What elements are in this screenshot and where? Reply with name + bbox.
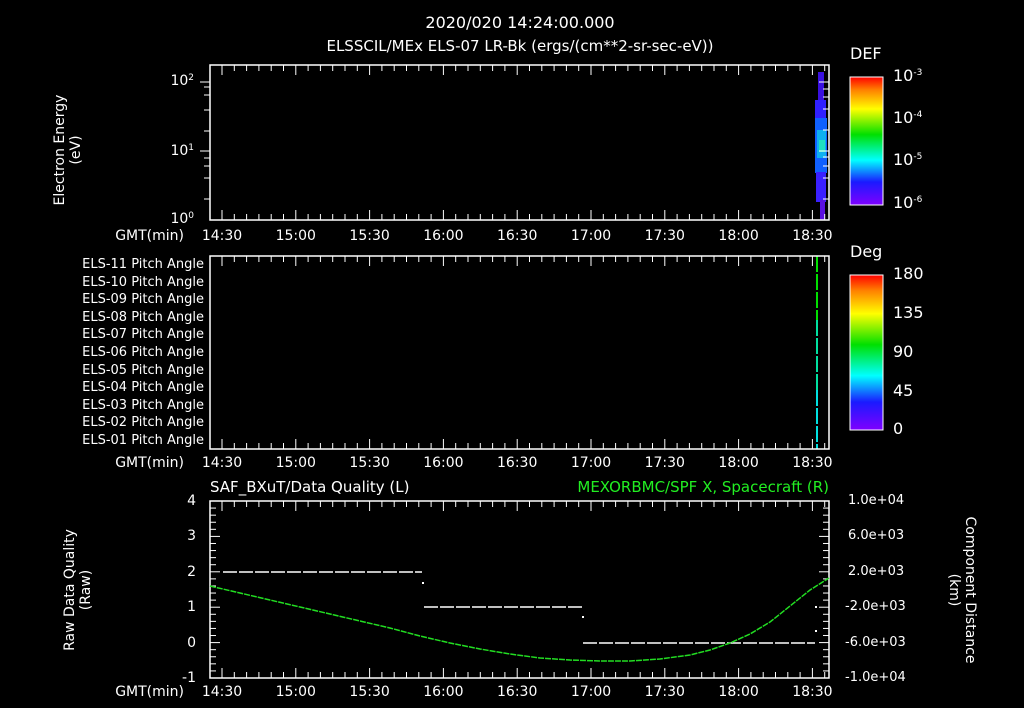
time-tick-label: 16:00 <box>423 455 464 471</box>
time-tick-label: 15:00 <box>275 684 316 700</box>
time-tick-label: 17:30 <box>644 228 685 244</box>
data-quality-ytick: 0 <box>187 634 196 651</box>
pitch-angle-row-label: ELS-03 Pitch Angle <box>82 397 204 413</box>
time-tick-label: 15:00 <box>275 228 316 244</box>
energy-ylabel-text: Electron Energy <box>52 94 68 206</box>
data-quality-ytick: -1 <box>182 670 196 686</box>
def-colorbar-title: DEF <box>850 44 882 63</box>
def-tick-1e-5: 10-5 <box>893 150 923 169</box>
time-tick-label: 14:30 <box>201 684 243 700</box>
deg-tick-180: 180 <box>893 264 924 283</box>
pitch-angle-row-label: ELS-05 Pitch Angle <box>82 362 204 378</box>
time-tick-label: 18:30 <box>792 228 833 244</box>
deg-tick-0: 0 <box>893 419 904 438</box>
data-quality-ylabel-units: (Raw) <box>78 569 94 611</box>
time-tick-label: 17:00 <box>570 455 612 471</box>
data-quality-ylabel: Raw Data Quality (Raw) <box>62 510 98 670</box>
plot-title: ELSSCIL/MEx ELS-07 LR-Bk (ergs/(cm**2-sr… <box>326 37 714 55</box>
distance-ylabel-text: Component Distance <box>962 516 978 664</box>
time-tick-label: 16:30 <box>497 455 538 471</box>
time-tick-label: 18:00 <box>718 228 759 244</box>
time-tick-label: 14:30 <box>201 455 243 471</box>
def-tick-1e-6: 10-6 <box>893 193 923 212</box>
energy-ytick-1: 100 <box>170 211 194 227</box>
data-quality-title: SAF_BXuT/Data Quality (L) <box>210 478 410 496</box>
gmt-label-1: GMT(min) <box>115 228 184 244</box>
time-tick-label: 17:00 <box>570 684 612 700</box>
data-quality-series <box>223 571 815 644</box>
distance-ylabel: Component Distance (km) <box>942 510 978 670</box>
time-tick-label: 14:30 <box>201 228 243 244</box>
distance-ytick: 1.0e+04 <box>848 493 905 508</box>
time-tick-label: 15:30 <box>349 455 390 471</box>
deg-tick-135: 135 <box>893 303 924 322</box>
distance-ytick: -6.0e+03 <box>845 634 906 650</box>
energy-spectrogram-panel <box>200 64 884 221</box>
pitch-angle-row-label: ELS-09 Pitch Angle <box>82 292 204 308</box>
deg-colorbar <box>849 274 884 431</box>
time-tick-label: 16:30 <box>497 228 538 244</box>
gmt-label-3: GMT(min) <box>115 684 184 700</box>
data-quality-ytick: 1 <box>187 599 196 616</box>
time-tick-label: 17:00 <box>570 228 612 244</box>
deg-tick-45: 45 <box>893 381 914 400</box>
pitch-angle-panel <box>209 255 884 450</box>
time-tick-label: 17:30 <box>644 455 685 471</box>
energy-ytick-100: 102 <box>170 73 194 89</box>
energy-ylabel: Electron Energy (eV) <box>52 70 88 230</box>
time-tick-label: 15:30 <box>349 228 390 244</box>
spacecraft-x-series <box>209 577 830 662</box>
pitch-angle-row-label: ELS-02 Pitch Angle <box>82 415 204 431</box>
distance-ylabel-units: (km) <box>946 573 962 607</box>
pitch-angle-row-label: ELS-04 Pitch Angle <box>82 380 204 396</box>
distance-ytick: -1.0e+04 <box>845 670 906 685</box>
distance-ytick: -2.0e+03 <box>845 599 906 615</box>
gmt-label-2: GMT(min) <box>115 455 184 471</box>
deg-tick-90: 90 <box>893 342 914 361</box>
data-quality-ytick: 3 <box>187 528 196 545</box>
data-quality-ytick: 2 <box>187 563 196 580</box>
distance-ytick: 6.0e+03 <box>848 528 905 544</box>
deg-colorbar-title: Deg <box>850 242 883 261</box>
time-tick-label: 18:30 <box>792 455 833 471</box>
pitch-angle-row-label: ELS-06 Pitch Angle <box>82 345 204 360</box>
pitch-angle-row-label: ELS-11 Pitch Angle <box>82 257 204 272</box>
def-tick-1e-4: 10-4 <box>893 108 923 127</box>
data-quality-panel <box>209 500 830 679</box>
data-quality-ytick: 4 <box>187 493 196 509</box>
time-tick-label: 17:30 <box>644 684 685 700</box>
time-tick-label: 15:30 <box>349 684 390 700</box>
spectrogram-data <box>815 72 827 220</box>
pitch-angle-row-label: ELS-01 Pitch Angle <box>82 433 204 448</box>
time-tick-label: 16:00 <box>423 228 464 244</box>
time-tick-label: 16:00 <box>423 684 464 700</box>
pitch-angle-row-label: ELS-08 Pitch Angle <box>82 309 204 325</box>
data-quality-ylabel-text: Raw Data Quality <box>62 529 78 651</box>
pitch-angle-row-label: ELS-07 Pitch Angle <box>82 327 204 343</box>
spacecraft-x-title: MEXORBMC/SPF X, Spacecraft (R) <box>577 478 829 496</box>
energy-ylabel-units: (eV) <box>68 135 84 165</box>
plot-timestamp: 2020/020 14:24:00.000 <box>425 13 615 32</box>
time-tick-label: 18:30 <box>792 684 833 700</box>
time-tick-label: 16:30 <box>497 684 538 700</box>
time-tick-label: 18:00 <box>718 455 759 471</box>
time-tick-label: 15:00 <box>275 455 316 471</box>
distance-ytick: 2.0e+03 <box>848 563 905 579</box>
pitch-angle-row-label: ELS-10 Pitch Angle <box>82 274 204 290</box>
def-colorbar <box>849 76 884 206</box>
energy-ytick-10: 101 <box>170 143 194 159</box>
time-tick-label: 18:00 <box>718 684 759 700</box>
def-tick-1e-3: 10-3 <box>893 66 923 85</box>
